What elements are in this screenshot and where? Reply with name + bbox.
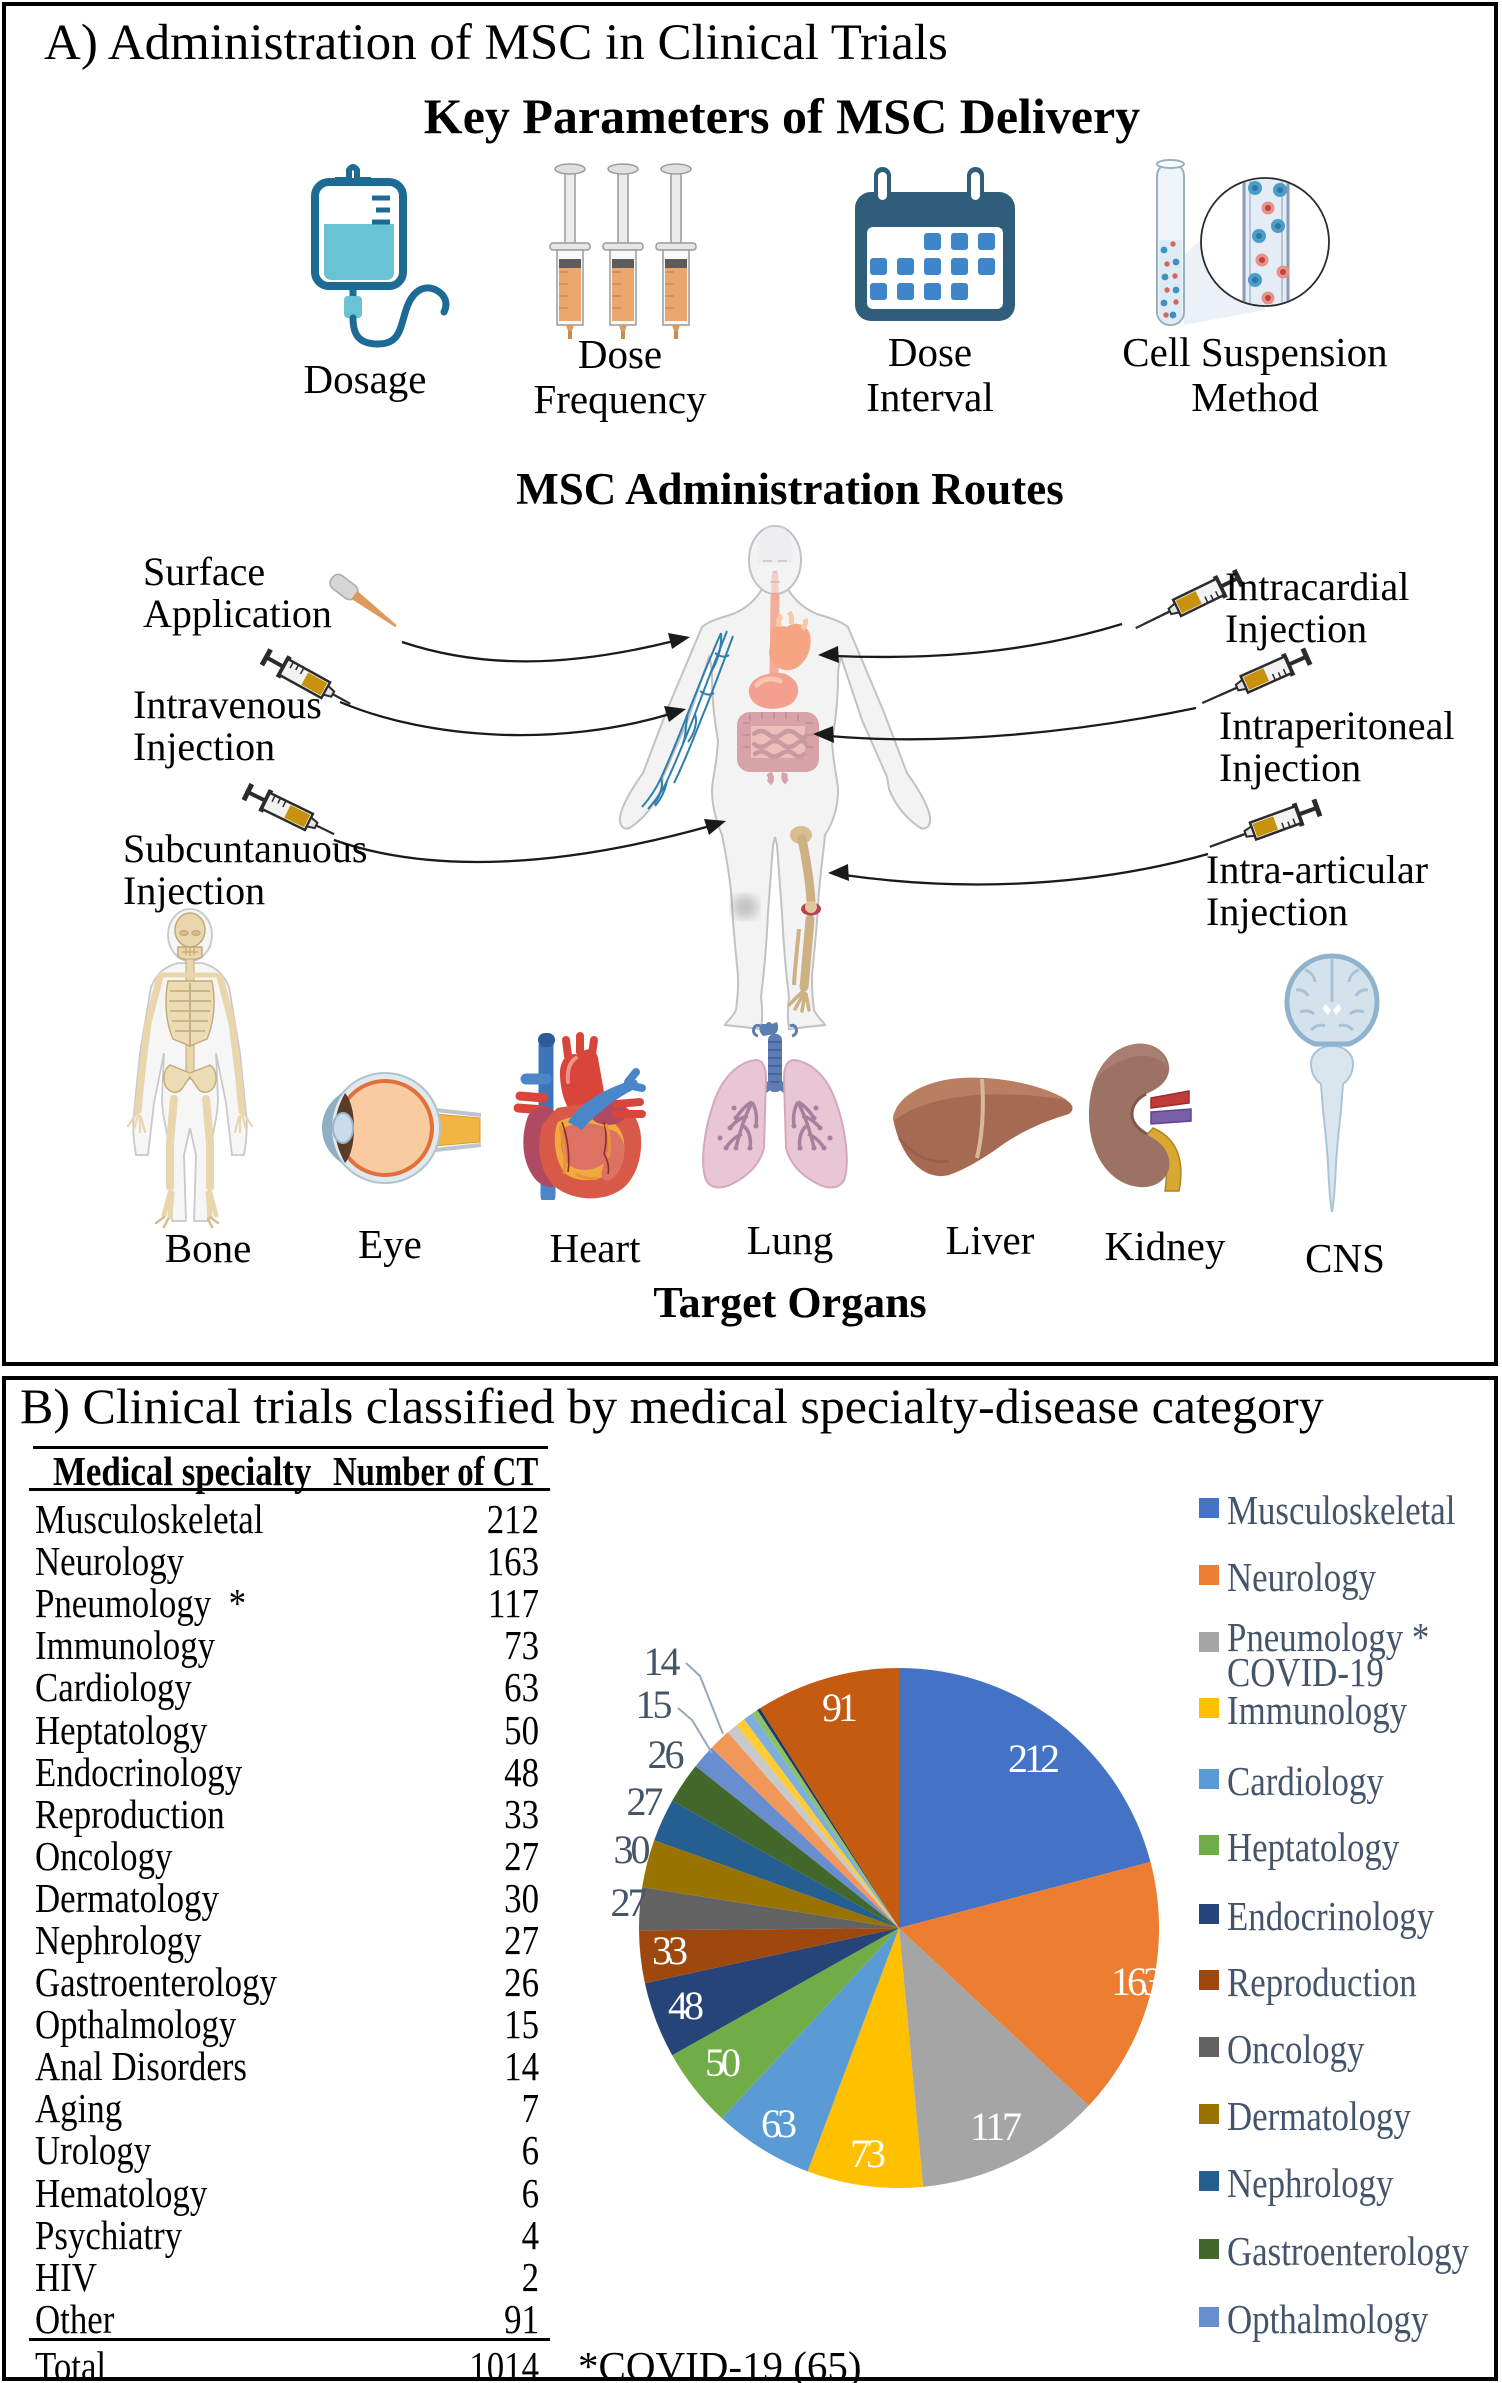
- svg-text:91: 91: [822, 1685, 858, 1730]
- svg-text:27: 27: [627, 1779, 664, 1824]
- svg-text:15: 15: [636, 1682, 673, 1727]
- svg-text:212: 212: [1008, 1736, 1060, 1781]
- svg-text:73: 73: [850, 2131, 886, 2176]
- svg-text:27: 27: [611, 1880, 648, 1925]
- svg-text:48: 48: [668, 1983, 704, 2028]
- svg-text:30: 30: [614, 1827, 651, 1872]
- svg-text:14: 14: [644, 1639, 681, 1684]
- svg-text:33: 33: [652, 1928, 688, 1973]
- svg-text:26: 26: [648, 1732, 685, 1777]
- svg-text:117: 117: [970, 2104, 1022, 2149]
- svg-text:63: 63: [761, 2101, 797, 2146]
- svg-text:163: 163: [1111, 1959, 1163, 2004]
- svg-text:50: 50: [705, 2040, 741, 2085]
